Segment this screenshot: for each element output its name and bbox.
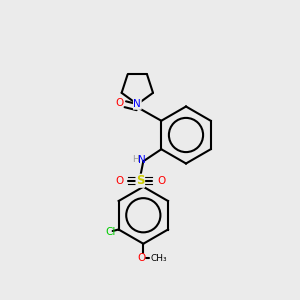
Text: N: N — [138, 155, 146, 165]
Text: CH₃: CH₃ — [151, 254, 167, 263]
Text: N: N — [134, 99, 141, 109]
Text: H: H — [132, 155, 139, 164]
Text: O: O — [116, 98, 124, 108]
Text: O: O — [157, 176, 165, 186]
Text: O: O — [115, 176, 123, 186]
Text: Cl: Cl — [105, 227, 116, 237]
Text: O: O — [138, 253, 146, 263]
Text: S: S — [136, 174, 145, 187]
